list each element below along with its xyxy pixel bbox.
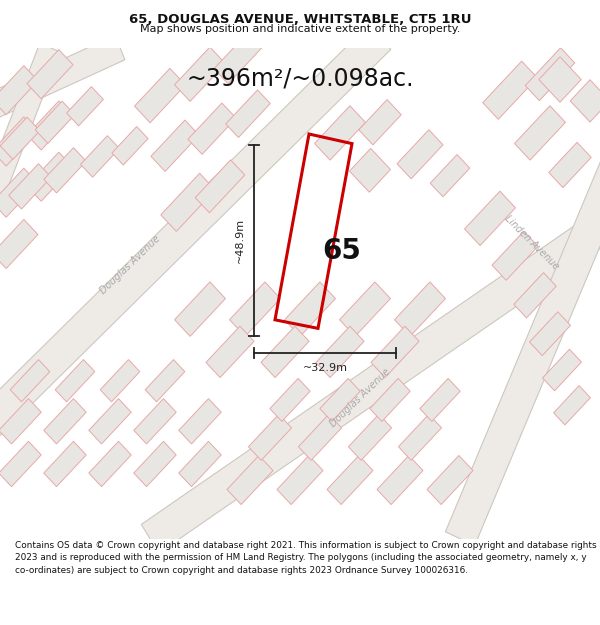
Polygon shape bbox=[340, 282, 391, 336]
Polygon shape bbox=[151, 120, 199, 171]
Polygon shape bbox=[0, 219, 38, 269]
Polygon shape bbox=[298, 414, 341, 461]
Polygon shape bbox=[44, 441, 86, 487]
Polygon shape bbox=[206, 326, 254, 378]
Polygon shape bbox=[35, 101, 75, 143]
Polygon shape bbox=[539, 57, 581, 102]
Text: Contains OS data © Crown copyright and database right 2021. This information is : Contains OS data © Crown copyright and d… bbox=[15, 541, 596, 574]
Polygon shape bbox=[270, 378, 310, 421]
Polygon shape bbox=[314, 106, 365, 160]
Polygon shape bbox=[515, 106, 565, 160]
Text: 65, DOUGLAS AVENUE, WHITSTABLE, CT5 1RU: 65, DOUGLAS AVENUE, WHITSTABLE, CT5 1RU bbox=[129, 13, 471, 26]
Polygon shape bbox=[0, 24, 391, 444]
Polygon shape bbox=[44, 148, 86, 193]
Polygon shape bbox=[179, 441, 221, 487]
Polygon shape bbox=[9, 164, 51, 209]
Polygon shape bbox=[10, 359, 50, 402]
Polygon shape bbox=[175, 47, 226, 101]
Polygon shape bbox=[89, 399, 131, 444]
Polygon shape bbox=[0, 168, 38, 217]
Polygon shape bbox=[316, 326, 364, 378]
Polygon shape bbox=[284, 282, 335, 336]
Polygon shape bbox=[0, 117, 38, 166]
Polygon shape bbox=[397, 130, 443, 179]
Polygon shape bbox=[0, 66, 38, 115]
Polygon shape bbox=[248, 414, 292, 461]
Polygon shape bbox=[320, 378, 360, 421]
Polygon shape bbox=[89, 441, 131, 487]
Polygon shape bbox=[161, 173, 215, 231]
Polygon shape bbox=[445, 126, 600, 546]
Polygon shape bbox=[0, 43, 60, 234]
Polygon shape bbox=[395, 282, 445, 336]
Polygon shape bbox=[542, 349, 581, 391]
Polygon shape bbox=[570, 80, 600, 122]
Polygon shape bbox=[529, 312, 571, 356]
Polygon shape bbox=[80, 136, 119, 178]
Polygon shape bbox=[377, 456, 423, 504]
Polygon shape bbox=[427, 456, 473, 504]
Polygon shape bbox=[227, 456, 273, 504]
Polygon shape bbox=[134, 68, 185, 122]
Polygon shape bbox=[464, 191, 515, 246]
Text: Douglas Avenue: Douglas Avenue bbox=[328, 367, 392, 429]
Polygon shape bbox=[44, 399, 86, 444]
Polygon shape bbox=[112, 126, 148, 165]
Polygon shape bbox=[420, 378, 460, 421]
Polygon shape bbox=[0, 117, 40, 159]
Polygon shape bbox=[349, 414, 392, 461]
Polygon shape bbox=[492, 231, 538, 280]
Polygon shape bbox=[55, 359, 95, 402]
Polygon shape bbox=[371, 326, 419, 378]
Polygon shape bbox=[214, 32, 262, 84]
Polygon shape bbox=[226, 90, 270, 138]
Polygon shape bbox=[179, 399, 221, 444]
Text: Map shows position and indicative extent of the property.: Map shows position and indicative extent… bbox=[140, 24, 460, 34]
Polygon shape bbox=[27, 152, 73, 201]
Polygon shape bbox=[359, 99, 401, 145]
Polygon shape bbox=[327, 456, 373, 504]
Text: 65: 65 bbox=[322, 237, 361, 264]
Polygon shape bbox=[430, 154, 470, 197]
Text: ~48.9m: ~48.9m bbox=[235, 217, 245, 263]
Polygon shape bbox=[0, 35, 125, 124]
Polygon shape bbox=[370, 378, 410, 421]
Polygon shape bbox=[554, 386, 590, 425]
Text: ~32.9m: ~32.9m bbox=[302, 362, 347, 372]
Polygon shape bbox=[134, 399, 176, 444]
Polygon shape bbox=[142, 193, 600, 553]
Polygon shape bbox=[230, 282, 280, 336]
Polygon shape bbox=[188, 103, 236, 154]
Polygon shape bbox=[549, 142, 591, 188]
Polygon shape bbox=[195, 160, 245, 212]
Polygon shape bbox=[525, 48, 575, 101]
Polygon shape bbox=[277, 456, 323, 504]
Text: Douglas Avenue: Douglas Avenue bbox=[98, 233, 162, 296]
Polygon shape bbox=[67, 87, 103, 126]
Polygon shape bbox=[483, 61, 537, 119]
Polygon shape bbox=[261, 326, 309, 378]
Polygon shape bbox=[175, 282, 226, 336]
Polygon shape bbox=[398, 414, 442, 461]
Polygon shape bbox=[100, 359, 140, 402]
Polygon shape bbox=[134, 441, 176, 487]
Text: ~396m²/~0.098ac.: ~396m²/~0.098ac. bbox=[186, 67, 414, 91]
Polygon shape bbox=[0, 399, 41, 444]
Polygon shape bbox=[145, 359, 185, 402]
Polygon shape bbox=[514, 272, 556, 318]
Polygon shape bbox=[349, 148, 391, 192]
Polygon shape bbox=[27, 101, 73, 150]
Text: Linden Avenue: Linden Avenue bbox=[503, 214, 561, 272]
Polygon shape bbox=[27, 49, 73, 99]
Polygon shape bbox=[0, 441, 41, 487]
